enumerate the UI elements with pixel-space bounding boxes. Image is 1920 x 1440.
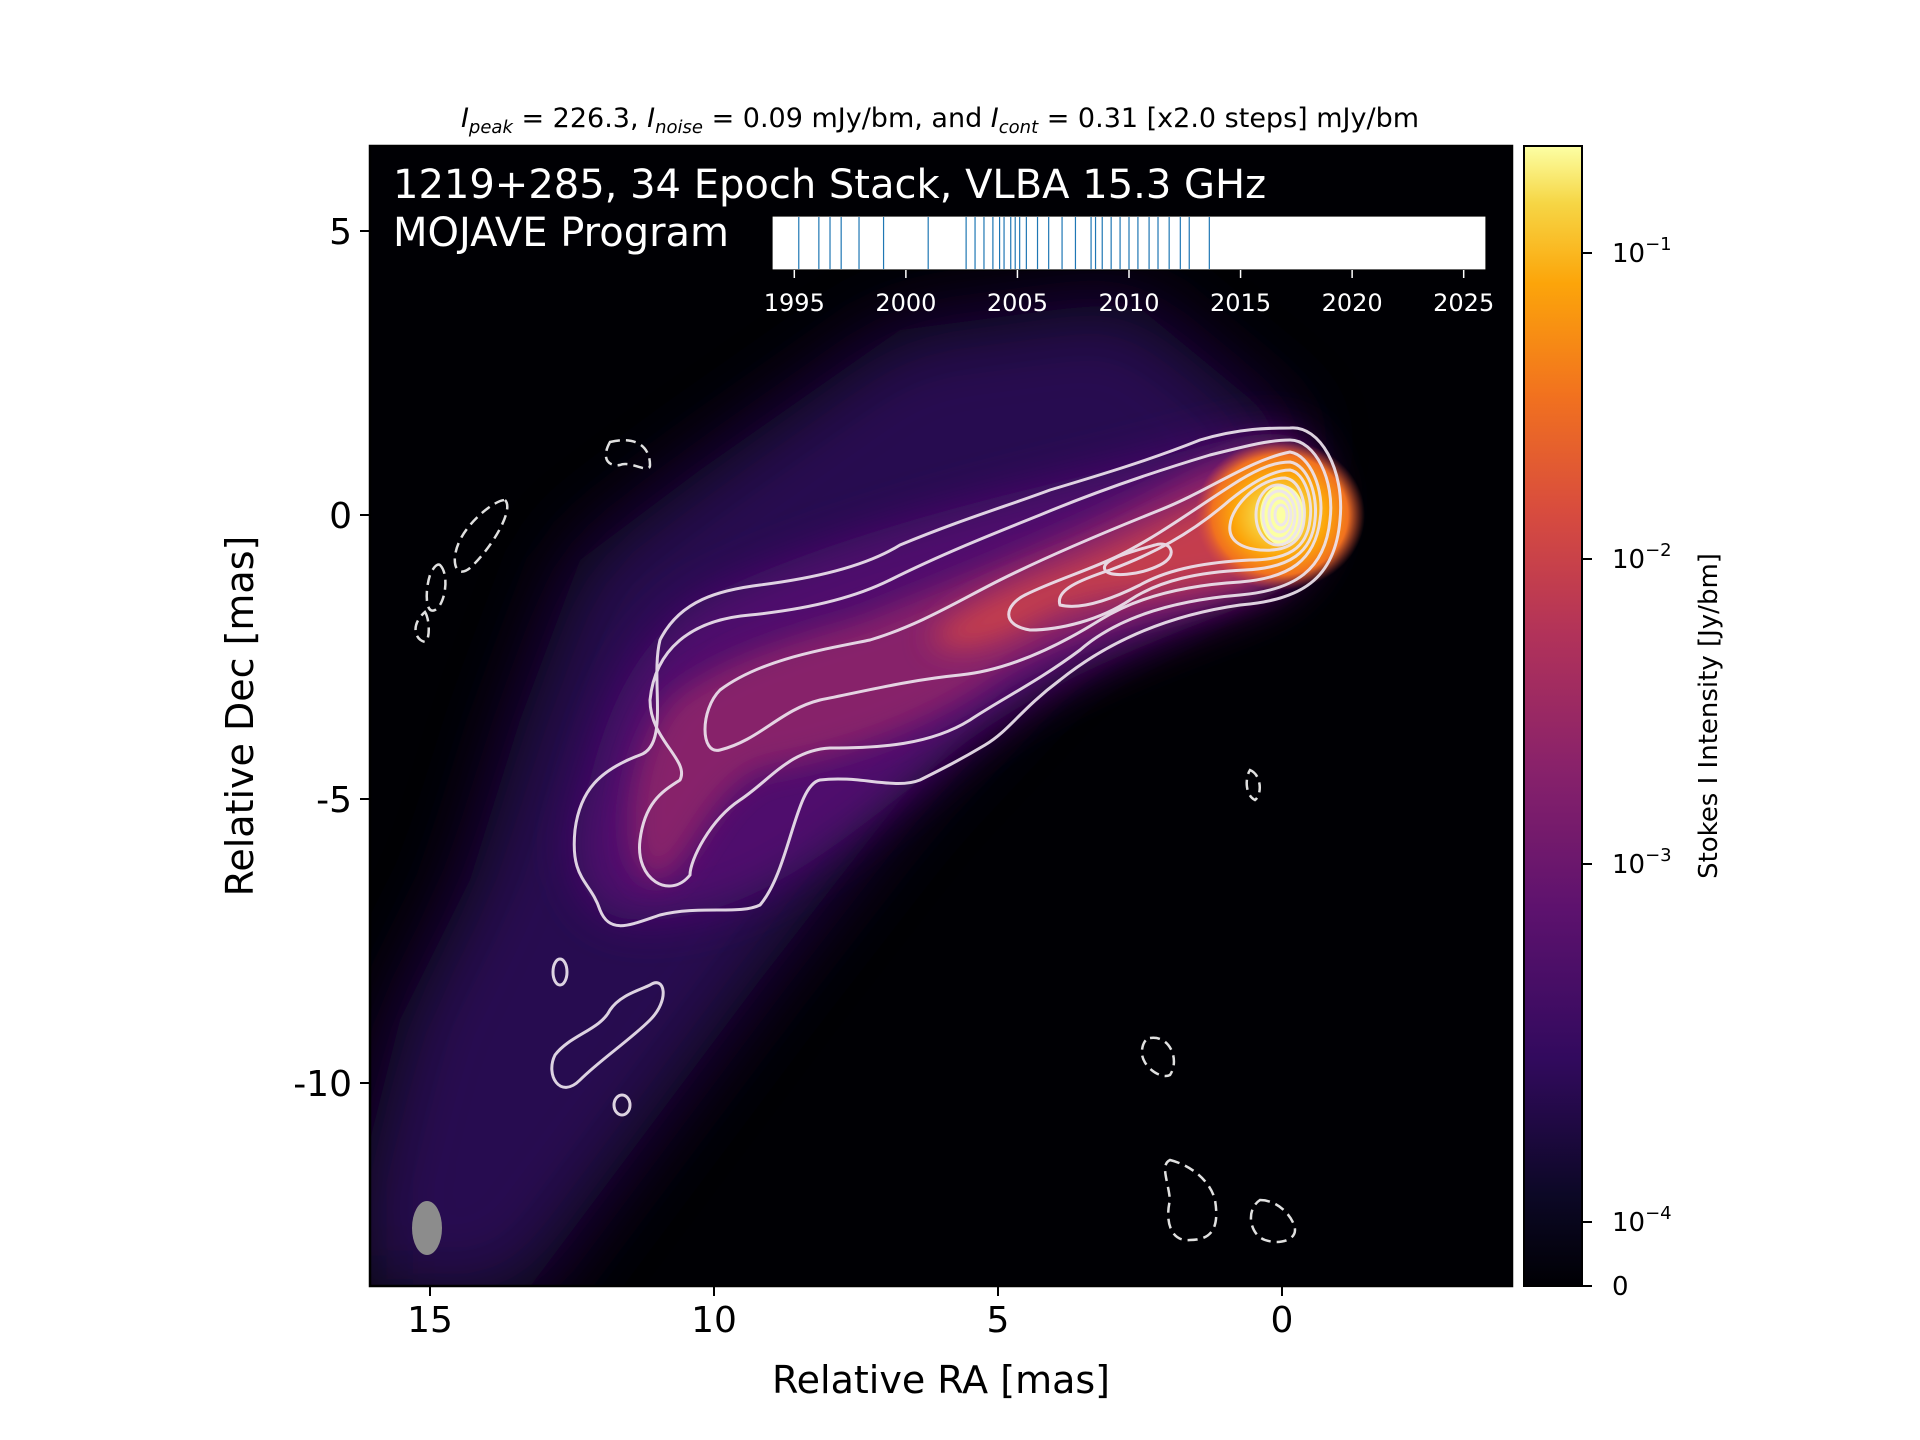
- x-tick-label: 10: [691, 1300, 737, 1341]
- negative-contour-2: [425, 563, 447, 612]
- x-axis-ticks: 15 10 5 0: [407, 1286, 1293, 1341]
- epoch-lines: [798, 217, 1210, 269]
- negative-contours: [414, 439, 1297, 1244]
- y-axis-ticks: 5 0 -5 -10: [293, 212, 370, 1105]
- epoch-tick-label: 2025: [1433, 289, 1494, 317]
- colorbar-gradient: [1523, 145, 1583, 1287]
- negative-contour-3: [414, 610, 430, 644]
- negative-contour-7: [1163, 1158, 1218, 1242]
- contour-level-9: [1261, 489, 1297, 541]
- epoch-tick-label: 2015: [1210, 289, 1271, 317]
- contour-level-10: [1267, 496, 1293, 534]
- x-tick-label: 15: [407, 1300, 453, 1341]
- contour-level-1: [572, 426, 1343, 928]
- contour-level-3: [703, 450, 1323, 752]
- negative-contour-5: [1245, 768, 1261, 802]
- epoch-tick-label: 2010: [1098, 289, 1159, 317]
- epoch-tick-label: 1995: [764, 289, 825, 317]
- intensity-image: [370, 146, 1512, 1286]
- colorbar-ticks: 0 10−4 10−3 10−2 10−1: [1582, 234, 1672, 1302]
- y-tick-label: 5: [329, 212, 352, 253]
- epoch-ticks: 1995 2000 2005 2010 2015 2020 2025: [764, 270, 1494, 317]
- beam-ellipse: [412, 1201, 442, 1255]
- negative-contour-4: [604, 439, 652, 470]
- contour-level-6: [1103, 542, 1173, 577]
- contour-level-8: [1254, 483, 1302, 547]
- negative-contour-1: [453, 498, 509, 573]
- contour-level-7: [1228, 476, 1306, 552]
- contour-island-1: [550, 981, 665, 1089]
- x-axis-label: Relative RA [mas]: [772, 1358, 1110, 1402]
- y-tick-label: -5: [316, 780, 352, 821]
- epoch-tick-label: 2020: [1322, 289, 1383, 317]
- x-tick-label: 0: [1271, 1300, 1294, 1341]
- epoch-timeline: 1995 2000 2005 2010 2015 2020 2025: [764, 215, 1494, 317]
- overlay-subtitle: MOJAVE Program: [393, 210, 729, 256]
- colorbar-tick-label: 10−4: [1612, 1203, 1672, 1238]
- colorbar-tick-label: 0: [1612, 1272, 1629, 1302]
- colorbar: 0 10−4 10−3 10−2 10−1 Stokes I Intensity [Jy…: [1523, 145, 1724, 1302]
- colorbar-tick-label: 10−1: [1612, 234, 1672, 269]
- contour-island-3: [612, 1093, 632, 1117]
- overlay-title: 1219+285, 34 Epoch Stack, VLBA 15.3 GHz: [393, 162, 1266, 208]
- epoch-tick-label: 2005: [987, 289, 1048, 317]
- positive-contours: [550, 426, 1343, 1117]
- contour-level-4: [1007, 460, 1318, 632]
- colorbar-label: Stokes I Intensity [Jy/bm]: [1694, 553, 1724, 879]
- negative-contour-6: [1140, 1036, 1176, 1078]
- y-tick-label: -10: [293, 1064, 352, 1105]
- colorbar-tick-label: 10−2: [1612, 540, 1672, 575]
- contour-island-2: [551, 957, 569, 987]
- intensity-header: Ipeak = 226.3, Inoise = 0.09 mJy/bm, and…: [461, 103, 1419, 138]
- contour-level-2: [638, 438, 1333, 888]
- x-tick-label: 5: [987, 1300, 1010, 1341]
- colorbar-tick-label: 10−3: [1612, 845, 1672, 880]
- contour-level-5: [1057, 468, 1313, 608]
- y-axis-label: Relative Dec [mas]: [218, 536, 262, 897]
- image-frame: [368, 144, 1514, 1288]
- contour-level-11: [1273, 503, 1289, 527]
- negative-contour-8: [1249, 1198, 1297, 1244]
- y-tick-label: 0: [329, 496, 352, 537]
- epoch-tick-label: 2000: [875, 289, 936, 317]
